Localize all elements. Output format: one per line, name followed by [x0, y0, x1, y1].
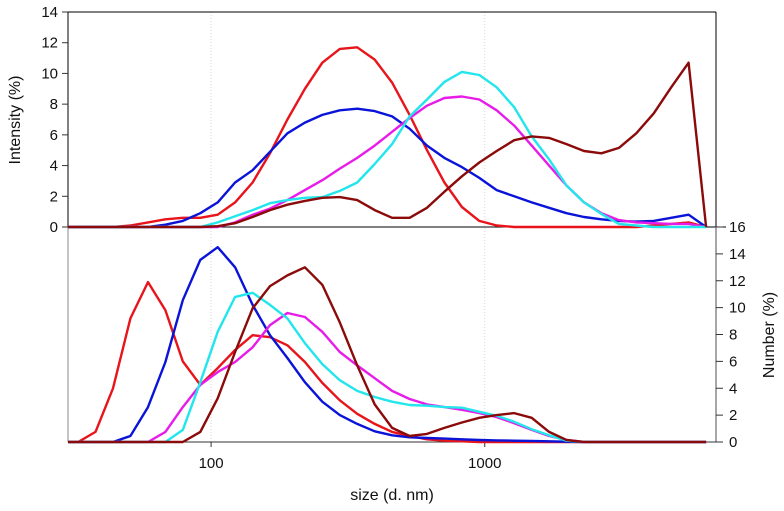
x-axis-title: size (d. nm): [350, 487, 434, 504]
top-y-tick-label: 0: [50, 219, 58, 236]
bottom-y-tick-label: 8: [729, 327, 737, 344]
bottom-y-tick-label: 14: [729, 246, 746, 263]
top-y-ticks: 0 2 4 6 8 10 12 14: [41, 4, 68, 236]
x-tick-label: 1000: [468, 455, 501, 472]
top-panel-series: [68, 46, 708, 229]
bottom-y-tick-label: 0: [729, 434, 737, 451]
bottom-y-axis-title: Number (%): [761, 292, 778, 378]
bottom-y-tick-label: 2: [729, 407, 737, 424]
x-ticks: 100 1000: [199, 442, 501, 472]
top-y-tick-label: 6: [50, 127, 58, 144]
bottom-y-tick-label: 16: [729, 219, 746, 236]
bottom-y-tick-label: 12: [729, 273, 746, 290]
bottom-y-tick-label: 10: [729, 300, 746, 317]
bottom-series-darkred: [68, 266, 707, 444]
x-tick-label: 100: [199, 455, 224, 472]
top-y-axis-title: Intensity (%): [7, 76, 24, 165]
bottom-series-blue: [68, 245, 707, 444]
top-series-blue: [68, 107, 707, 229]
top-y-tick-label: 10: [41, 65, 58, 82]
top-y-tick-label: 4: [50, 158, 58, 175]
top-y-tick-label: 12: [41, 35, 58, 52]
top-y-tick-label: 8: [50, 96, 58, 113]
top-series-red: [68, 46, 707, 229]
top-series-darkred: [68, 61, 708, 229]
top-y-tick-label: 14: [41, 4, 58, 21]
bottom-y-tick-label: 4: [729, 380, 737, 397]
bottom-y-tick-label: 6: [729, 353, 737, 370]
bottom-series-red: [68, 280, 707, 444]
bottom-y-ticks: 0 2 4 6 8 10 12 14 16: [716, 219, 746, 451]
bottom-panel-series: [68, 245, 707, 444]
top-y-tick-label: 2: [50, 188, 58, 205]
